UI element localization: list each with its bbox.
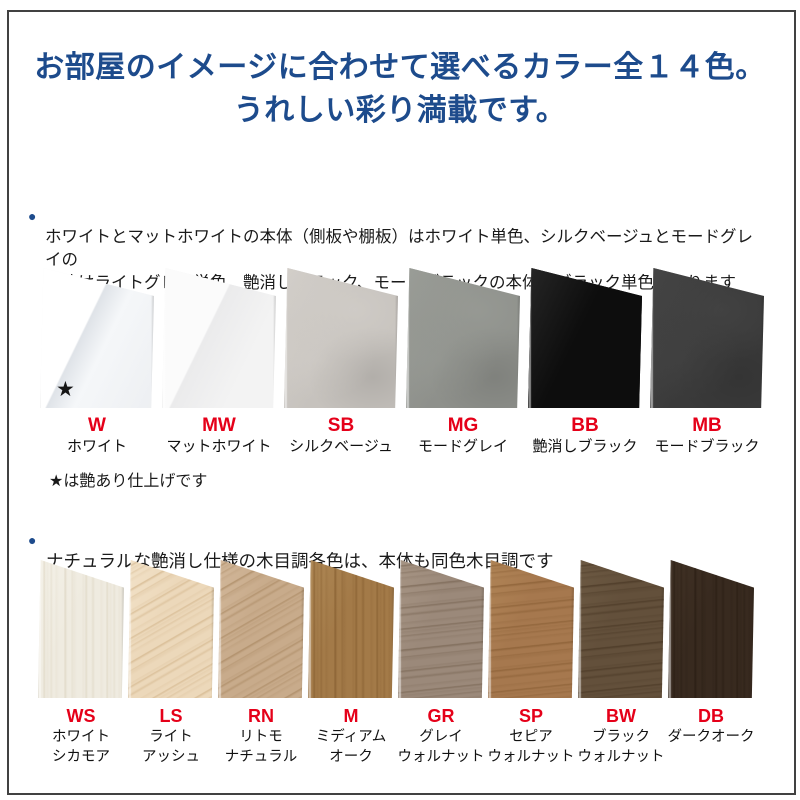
swatch-name: ホワイト xyxy=(67,437,127,457)
swatch-name-line: ナチュラル xyxy=(224,749,298,765)
bullet-icon: ● xyxy=(28,532,37,548)
swatch-name-line: リトモ xyxy=(239,729,283,745)
swatch-name: マットホワイト xyxy=(166,437,271,457)
swatch-name: 艶消しブラック xyxy=(532,437,637,457)
swatch-name-line: ブラック xyxy=(592,729,650,745)
swatch-name-line: 艶消しブラック xyxy=(532,438,638,455)
swatch-name-line: シカモア xyxy=(52,749,110,765)
swatch-code: DB xyxy=(698,706,724,726)
swatch-row-solid-colors: ★ W ホワイト MW マットホワイト SB シルクベージュ MG モードグレイ… xyxy=(40,268,764,457)
swatch-code: RN xyxy=(248,706,274,726)
swatch-cell: WS ホワイトシカモア xyxy=(38,560,124,767)
swatch-name-line: ウォルナット xyxy=(577,749,665,765)
swatch-code: LS xyxy=(159,706,183,726)
swatch-code: BW xyxy=(606,706,636,726)
swatch-cell: M ミディアムオーク xyxy=(308,560,394,767)
swatch-panel-w: ★ xyxy=(40,268,154,408)
swatch-row-woodgrain-colors: WS ホワイトシカモア LS ライトアッシュ RN リトモナチュラル M ミディ… xyxy=(38,560,755,767)
swatch-cell: MG モードグレイ xyxy=(406,268,520,457)
swatch-code: W xyxy=(88,415,106,436)
swatch-code: SP xyxy=(518,706,543,726)
swatch-name-line: セピア xyxy=(509,729,553,745)
swatch-panel-bb xyxy=(528,268,642,408)
swatch-name-line: オーク xyxy=(329,749,373,765)
swatch-panel-sp xyxy=(488,560,574,698)
swatch-name: リトモ ナチュラル xyxy=(225,727,298,767)
swatch-cell: DB ダークオーク xyxy=(668,560,755,767)
swatch-code: M xyxy=(343,706,359,726)
swatch-code: MB xyxy=(692,415,722,436)
swatch-panel-mg xyxy=(406,268,520,408)
swatch-cell: LS ライトアッシュ xyxy=(128,560,214,767)
swatch-name-line: ミディアム xyxy=(315,729,387,745)
swatch-name-line: ホワイト xyxy=(52,729,110,745)
swatch-name-line: ウォルナット xyxy=(397,749,485,765)
swatch-name: セピア ウォルナット xyxy=(488,727,575,767)
page-title: お部屋のイメージに合わせて選べるカラー全１４色。 うれしい彩り満載です。 xyxy=(0,46,800,132)
swatch-name: モードブラック xyxy=(654,437,759,457)
swatch-code: GR xyxy=(427,706,455,726)
swatch-name-line: ウォルナット xyxy=(487,749,575,765)
swatch-code: MW xyxy=(202,415,236,436)
swatch-panel-gr xyxy=(398,560,484,698)
swatch-name: ライト アッシュ xyxy=(142,727,200,767)
swatch-panel-rn xyxy=(218,560,304,698)
swatch-name-line: シルクベージュ xyxy=(289,438,393,455)
swatch-panel-db xyxy=(668,560,754,698)
swatch-cell: ★ W ホワイト xyxy=(40,268,154,457)
swatch-panel-ls xyxy=(128,560,214,698)
bullet-icon: ● xyxy=(28,208,37,224)
swatch-cell: SP セピアウォルナット xyxy=(488,560,575,767)
page-title-line1: お部屋のイメージに合わせて選べるカラー全１４色。 xyxy=(34,51,766,84)
swatch-cell: MW マットホワイト xyxy=(162,268,276,457)
swatch-panel-ws xyxy=(38,560,124,698)
swatch-code: WS xyxy=(66,706,96,726)
swatch-name: ミディアム オーク xyxy=(316,727,386,767)
swatch-code: BB xyxy=(571,415,599,436)
swatch-cell: GR グレイウォルナット xyxy=(398,560,485,767)
gloss-star-icon: ★ xyxy=(56,378,75,401)
swatch-panel-sb xyxy=(284,268,398,408)
swatch-panel-mb xyxy=(650,268,764,408)
woodgrain-body-note-text: ナチュラルな艶消し仕様の木目調各色は、本体も同色木目調です xyxy=(46,551,554,571)
swatch-name-line: マットホワイト xyxy=(166,438,272,455)
swatch-name-line: ダークオーク xyxy=(667,729,755,745)
woodgrain-body-note: ● ナチュラルな艶消し仕様の木目調各色は、本体も同色木目調です xyxy=(28,527,776,573)
swatch-cell: SB シルクベージュ xyxy=(284,268,398,457)
swatch-name: シルクベージュ xyxy=(289,437,393,457)
swatch-name: ブラックウォルナット xyxy=(578,727,665,767)
swatch-cell: MB モードブラック xyxy=(650,268,764,457)
swatch-panel-m xyxy=(308,560,394,698)
swatch-name-line: ライト xyxy=(149,729,193,745)
swatch-name-line: ホワイト xyxy=(66,438,127,455)
swatch-cell: BB 艶消しブラック xyxy=(528,268,642,457)
swatch-name: ホワイト シカモア xyxy=(52,727,110,767)
swatch-panel-bw xyxy=(578,560,664,698)
swatch-name: グレイ ウォルナット xyxy=(398,727,485,767)
swatch-code: MG xyxy=(447,415,479,436)
swatch-name-line: アッシュ xyxy=(142,749,200,765)
swatch-name: ダークオーク xyxy=(668,727,755,747)
swatch-name: モードグレイ xyxy=(418,437,508,457)
gloss-finish-note: ★は艶あり仕上げです xyxy=(49,473,208,490)
swatch-name-line: モードグレイ xyxy=(417,438,508,455)
swatch-cell: RN リトモナチュラル xyxy=(218,560,304,767)
page-title-line2: うれしい彩り満載です。 xyxy=(233,94,567,127)
swatch-name-line: モードブラック xyxy=(654,438,760,455)
swatch-code: SB xyxy=(327,415,355,436)
swatch-name-line: グレイ xyxy=(419,729,463,745)
swatch-cell: BW ブラックウォルナット xyxy=(578,560,665,767)
swatch-panel-mw xyxy=(162,268,276,408)
